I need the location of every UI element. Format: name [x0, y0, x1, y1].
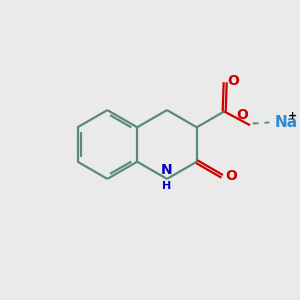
Text: O: O [225, 169, 237, 183]
Text: O: O [236, 108, 248, 122]
Text: O: O [227, 74, 239, 88]
Text: H: H [162, 181, 172, 191]
Text: +: + [288, 111, 297, 122]
Text: Na: Na [274, 115, 297, 130]
Text: N: N [161, 163, 173, 177]
